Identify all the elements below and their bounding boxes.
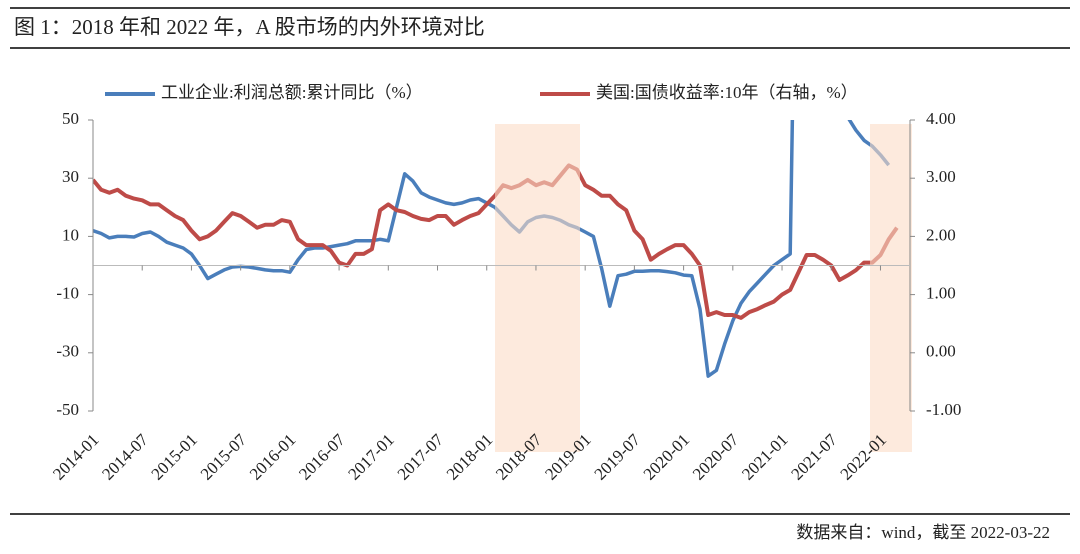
y-tick-label: -10 [56, 284, 79, 303]
x-tick-label: 2016-07 [295, 430, 349, 484]
legend-label: 工业企业:利润总额:累计同比（%） [161, 83, 423, 102]
y-tick-label: 30 [62, 167, 79, 186]
y2-tick-label: 0.00 [926, 342, 956, 361]
highlight-2022 [870, 124, 912, 452]
y-tick-label: 50 [62, 109, 79, 128]
highlight-2018 [495, 124, 580, 452]
x-tick-label: 2015-07 [197, 430, 251, 484]
x-tick-label: 2021-07 [787, 430, 841, 484]
y-tick-label: -30 [56, 342, 79, 361]
x-tick-label: 2015-01 [148, 430, 202, 484]
x-tick-label: 2014-01 [49, 430, 103, 484]
chart-title: 图 1：2018 年和 2022 年，A 股市场的内外环境对比 [14, 15, 485, 39]
y-tick-label: -50 [56, 400, 79, 419]
series-line [93, 163, 899, 320]
x-tick-label: 2022-01 [837, 430, 891, 484]
x-tick-label: 2021-01 [738, 430, 792, 484]
x-tick-label: 2014-07 [98, 430, 152, 484]
y2-tick-label: 1.00 [926, 284, 956, 303]
y2-tick-label: -1.00 [926, 400, 961, 419]
y2-tick-label: 4.00 [926, 109, 956, 128]
y2-tick-label: 3.00 [926, 167, 956, 186]
x-tick-label: 2017-01 [344, 430, 398, 484]
y2-tick-label: 2.00 [926, 225, 956, 244]
x-tick-label: 2020-07 [689, 430, 743, 484]
y-tick-label: 10 [62, 225, 79, 244]
legend-label: 美国:国债收益率:10年（右轴，%） [596, 83, 858, 102]
series-line [93, 120, 891, 378]
x-tick-label: 2016-01 [246, 430, 300, 484]
x-tick-label: 2019-07 [590, 430, 644, 484]
x-tick-label: 2020-01 [640, 430, 694, 484]
x-tick-label: 2018-01 [443, 430, 497, 484]
x-tick-label: 2017-07 [394, 430, 448, 484]
source: 数据来自：wind，截至 2022-03-22 [796, 523, 1050, 542]
